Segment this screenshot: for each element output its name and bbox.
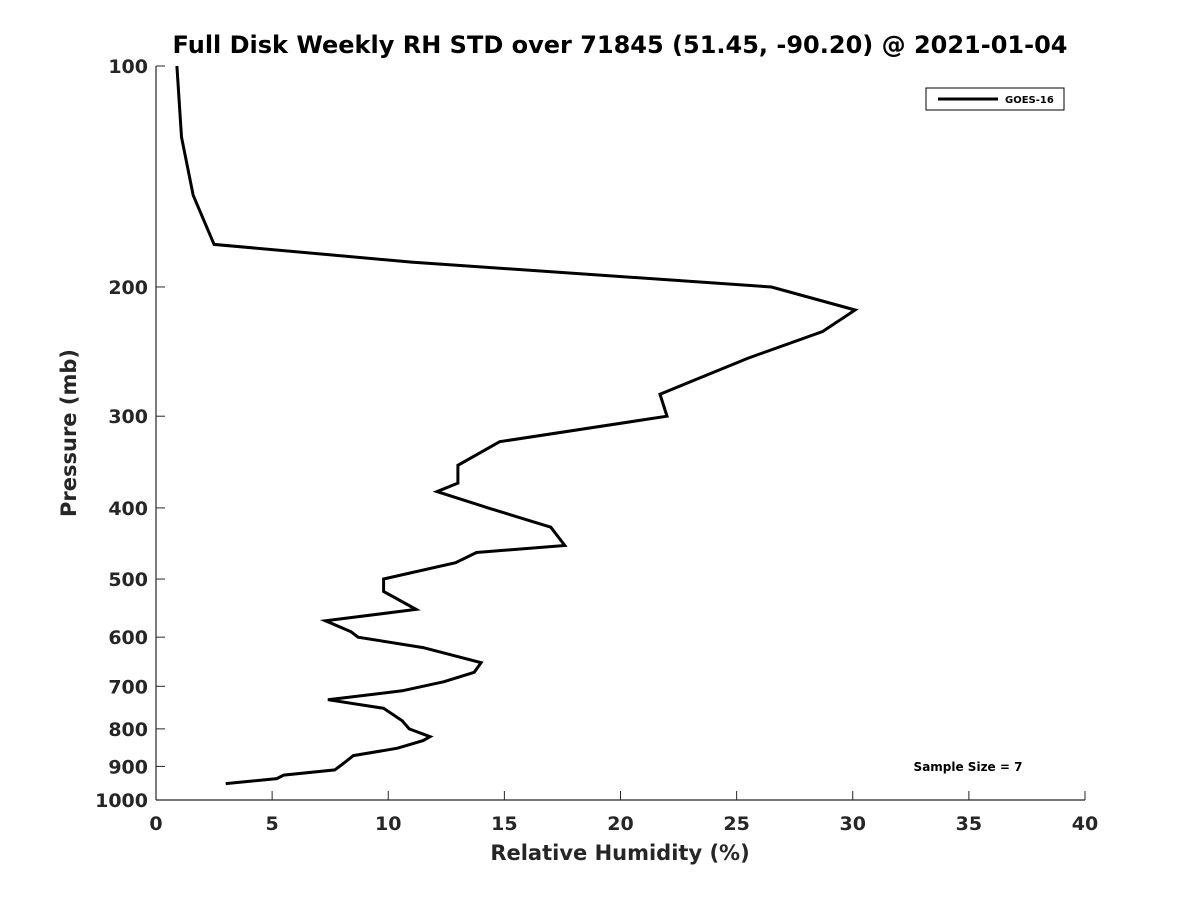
x-tick-label: 20 <box>607 813 633 835</box>
series-line-goes-16 <box>175 65 859 786</box>
y-tick-label: 500 <box>108 569 148 591</box>
y-tick-label: 900 <box>108 756 148 778</box>
y-axis-label: Pressure (mb) <box>57 349 81 517</box>
x-tick-label: 30 <box>840 813 866 835</box>
y-tick-label: 300 <box>108 406 148 428</box>
legend-label-goes-16: GOES-16 <box>1005 95 1054 106</box>
y-tick-label: 600 <box>108 627 148 649</box>
legend: GOES-16 <box>925 87 1065 111</box>
x-axis-ticks: 0 5 10 15 20 25 30 35 40 <box>149 791 1098 835</box>
y-tick-label: 100 <box>108 56 148 78</box>
y-tick-label: 1000 <box>95 790 148 812</box>
x-tick-label: 0 <box>149 813 162 835</box>
chart-title: Full Disk Weekly RH STD over 71845 (51.4… <box>173 31 1068 59</box>
x-tick-label: 15 <box>491 813 517 835</box>
y-tick-label: 400 <box>108 498 148 520</box>
sample-size-annotation: Sample Size = 7 <box>914 760 1023 774</box>
x-tick-label: 40 <box>1072 813 1098 835</box>
y-tick-label: 800 <box>108 719 148 741</box>
y-axis-ticks: 100 200 300 400 500 600 700 800 900 1000 <box>95 56 165 812</box>
y-tick-label: 700 <box>108 676 148 698</box>
x-tick-label: 5 <box>266 813 279 835</box>
series-group <box>175 65 859 786</box>
y-tick-label: 200 <box>108 277 148 299</box>
x-tick-label: 25 <box>723 813 749 835</box>
plot-area <box>156 66 1085 800</box>
x-tick-label: 35 <box>956 813 982 835</box>
x-axis-label: Relative Humidity (%) <box>490 841 749 865</box>
x-tick-label: 10 <box>375 813 401 835</box>
